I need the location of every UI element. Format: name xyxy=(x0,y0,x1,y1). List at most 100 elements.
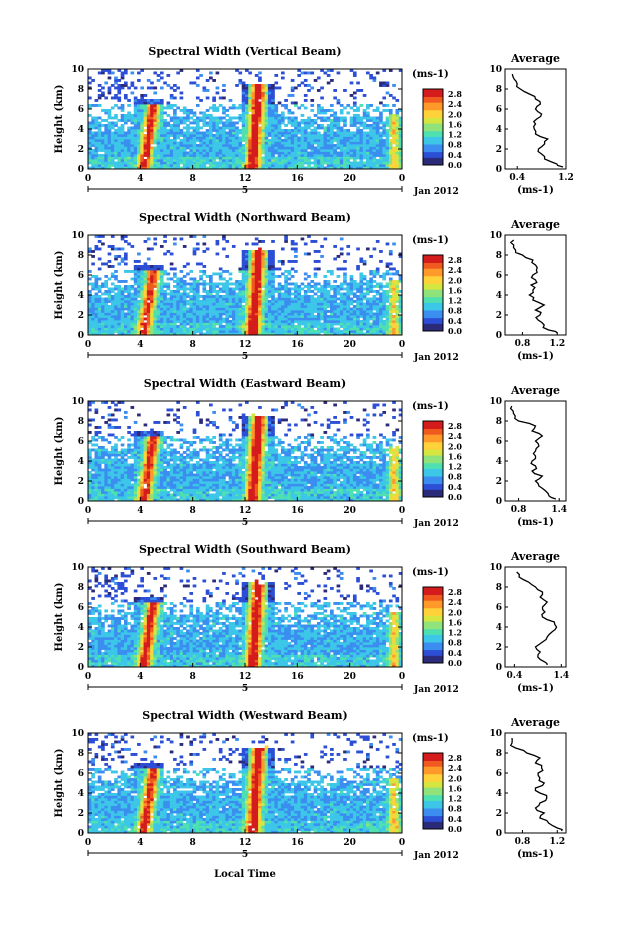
heatmap-cell xyxy=(258,280,262,283)
heatmap-cell xyxy=(173,300,177,303)
heatmap-cell xyxy=(310,134,315,137)
heatmap-cell xyxy=(173,166,177,170)
heatmap-cell xyxy=(326,161,331,165)
heatmap-cell xyxy=(385,119,390,122)
heatmap-cell xyxy=(375,300,380,303)
heatmap-cell xyxy=(153,141,158,145)
heatmap-cell xyxy=(294,327,298,331)
heatmap-cell xyxy=(133,124,138,127)
heatmap-cell xyxy=(101,302,105,306)
heatmap-cell xyxy=(382,285,387,288)
heatmap-cell xyxy=(192,136,197,140)
heatmap-cell xyxy=(388,139,393,142)
heatmap-cell xyxy=(245,144,249,147)
heatmap-cell xyxy=(110,297,115,301)
heatmap-cell xyxy=(127,295,131,298)
heatmap-cell xyxy=(182,287,187,291)
heatmap-cell xyxy=(205,307,210,311)
heatmap-cell xyxy=(150,315,154,318)
heatmap-cell xyxy=(163,282,167,286)
heatmap-cell xyxy=(372,275,377,278)
heatmap-cell xyxy=(235,156,239,160)
heatmap-cell xyxy=(163,285,167,288)
heatmap-cell xyxy=(379,161,383,165)
heatmap-cell xyxy=(382,320,387,323)
heatmap-cell xyxy=(182,320,187,323)
heatmap-cell xyxy=(366,159,370,162)
heatmap-cell xyxy=(303,121,308,125)
heatmap-cell xyxy=(372,76,377,80)
heatmap-cell xyxy=(169,154,174,157)
heatmap-cell xyxy=(179,69,184,72)
heatmap-cell xyxy=(189,134,194,137)
heatmap-cell xyxy=(336,290,341,293)
heatmap-cell xyxy=(395,317,400,321)
avg-y-tick-label: 10 xyxy=(489,231,502,241)
heatmap-cell xyxy=(195,292,200,296)
heatmap-cell xyxy=(199,136,203,140)
heatmap-cell xyxy=(182,161,187,165)
heatmap-cell xyxy=(166,139,171,142)
heatmap-cell xyxy=(212,307,216,311)
heatmap-cell xyxy=(114,275,118,278)
heatmap-cell xyxy=(356,139,360,142)
heatmap-cell xyxy=(146,109,151,112)
heatmap-cell xyxy=(202,295,207,298)
heatmap-cell xyxy=(356,156,360,160)
heatmap-cell xyxy=(271,139,275,142)
heatmap-cell xyxy=(395,114,400,117)
heatmap-cell xyxy=(385,310,390,313)
colorbar-segment xyxy=(423,321,443,324)
heatmap-cell xyxy=(388,134,393,137)
heatmap-cell xyxy=(97,71,102,75)
heatmap-cell xyxy=(153,327,158,331)
heatmap-cell xyxy=(310,302,315,306)
heatmap-cell xyxy=(156,290,161,293)
heatmap-cell xyxy=(264,159,269,162)
heatmap-cell xyxy=(385,290,390,293)
heatmap-cell xyxy=(356,315,360,318)
heatmap-cell xyxy=(117,84,122,87)
heatmap-cell xyxy=(202,315,207,318)
heatmap-cell xyxy=(284,154,288,157)
heatmap-cell xyxy=(133,265,138,268)
heatmap-cell xyxy=(271,144,275,147)
heatmap-cell xyxy=(107,307,112,311)
heatmap-cell xyxy=(169,106,174,110)
heatmap-cell xyxy=(330,270,334,273)
heatmap-cell xyxy=(123,290,128,293)
heatmap-cell xyxy=(261,121,266,125)
heatmap-cell xyxy=(392,302,396,306)
heatmap-cell xyxy=(280,76,285,80)
heatmap-cell xyxy=(202,124,207,127)
heatmap-cell xyxy=(130,277,135,281)
heatmap-cell xyxy=(326,149,331,152)
heatmap-cell xyxy=(307,325,311,328)
heatmap-cell xyxy=(88,104,92,107)
heatmap-cell xyxy=(140,119,144,122)
heatmap-cell xyxy=(123,114,128,117)
heatmap-cell xyxy=(104,325,109,328)
heatmap-cell xyxy=(320,134,324,137)
heatmap-cell xyxy=(336,124,341,127)
heatmap-cell xyxy=(110,287,115,291)
heatmap-cell xyxy=(280,71,285,75)
heatmap-cell xyxy=(101,161,105,165)
heatmap-cell xyxy=(379,126,383,130)
heatmap-cell xyxy=(137,141,141,145)
heatmap-cell xyxy=(261,144,266,147)
heatmap-cell xyxy=(343,305,347,308)
heatmap-cell xyxy=(277,139,282,142)
heatmap-cell xyxy=(294,282,298,286)
heatmap-cell xyxy=(375,141,380,145)
heatmap-cell xyxy=(284,322,288,326)
heatmap-cell xyxy=(333,300,337,303)
heatmap-cell xyxy=(290,322,295,326)
heatmap-cell xyxy=(159,310,164,313)
heatmap-cell xyxy=(379,275,383,278)
heatmap-cell xyxy=(264,129,269,132)
heatmap-cell xyxy=(274,322,279,326)
heatmap-cell xyxy=(107,290,112,293)
heatmap-cell xyxy=(163,134,167,137)
heatmap-cell xyxy=(202,139,207,142)
